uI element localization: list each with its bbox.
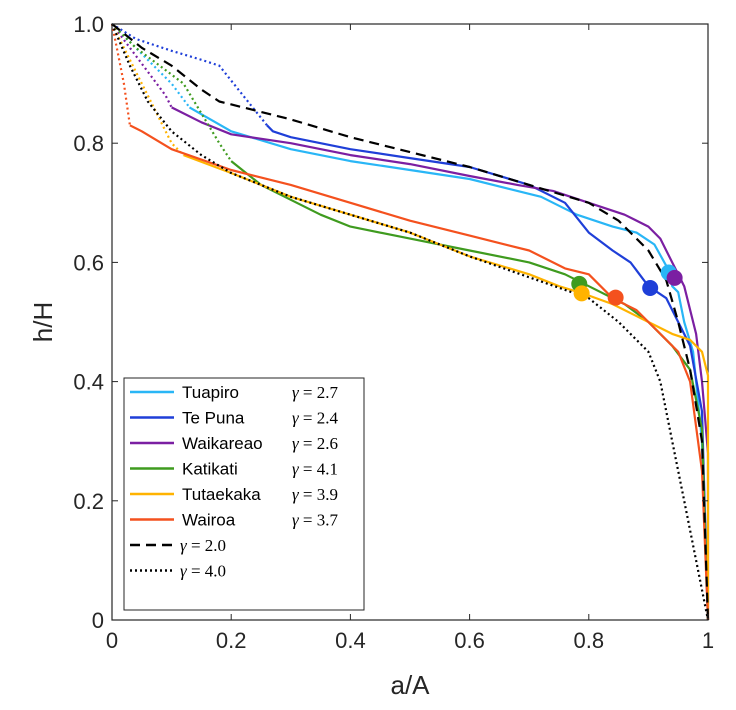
x-tick-label: 0 — [106, 628, 118, 653]
x-tick-label: 0.2 — [216, 628, 247, 653]
legend: Tuapiro γ = 2.7 Te Puna γ = 2.4 Waikareao γ =… — [123, 377, 365, 611]
y-tick-label: 0 — [92, 608, 104, 633]
series-line-2-0 — [111, 23, 710, 621]
series-marker-wairoa — [607, 289, 624, 306]
legend-entry-name: γ = 2.0 — [180, 536, 226, 555]
y-tick-label: 0.6 — [73, 250, 104, 275]
plot-markers — [571, 264, 683, 306]
series-line-dotted-te-puna — [111, 23, 268, 126]
legend-entry-name: γ = 4.0 — [180, 562, 226, 581]
legend-entry-gamma: γ = 4.1 — [292, 460, 338, 479]
x-axis-label: a/A — [390, 670, 430, 700]
series-line-dotted-tutaekaka — [111, 23, 185, 156]
legend-entry-gamma: γ = 2.4 — [292, 409, 339, 428]
series-line-dotted-wairoa — [110, 23, 131, 126]
series-marker-te-puna — [642, 280, 659, 297]
legend-entry-name: Waikareao — [182, 434, 263, 453]
legend-entry-gamma: γ = 3.7 — [292, 511, 339, 530]
series-line-wairoa — [129, 124, 710, 621]
plot-lines — [110, 23, 710, 621]
y-tick-label: 0.2 — [73, 489, 104, 514]
legend-entry-name: Wairoa — [182, 511, 236, 530]
legend-entry-gamma: γ = 2.7 — [292, 383, 339, 402]
legend-entry-name: Katikati — [182, 460, 238, 479]
y-tick-label: 0.8 — [73, 131, 104, 156]
legend-entry-name: Tutaekaka — [182, 485, 261, 504]
x-tick-label: 0.8 — [574, 628, 605, 653]
x-tick-label: 0.6 — [454, 628, 485, 653]
series-line-te-puna — [266, 124, 710, 621]
axis-ticks: 0 0.2 0.4 0.6 0.8 1 0 0.2 0.4 0.6 0.8 1.0 — [73, 12, 714, 653]
legend-entry-gamma: γ = 3.9 — [292, 485, 338, 504]
legend-entry-name: Tuapiro — [182, 383, 239, 402]
legend-entry-gamma: γ = 2.6 — [292, 434, 338, 453]
series-marker-waikareao — [666, 269, 683, 286]
y-tick-label: 0.4 — [73, 370, 104, 395]
y-axis-label: h/H — [28, 302, 58, 342]
y-tick-label: 1.0 — [73, 12, 104, 37]
x-tick-label: 0.4 — [335, 628, 366, 653]
series-marker-tutaekaka — [573, 285, 590, 302]
x-tick-label: 1 — [702, 628, 714, 653]
series-line-tuapiro — [188, 106, 710, 621]
legend-entry-name: Te Puna — [182, 409, 245, 428]
